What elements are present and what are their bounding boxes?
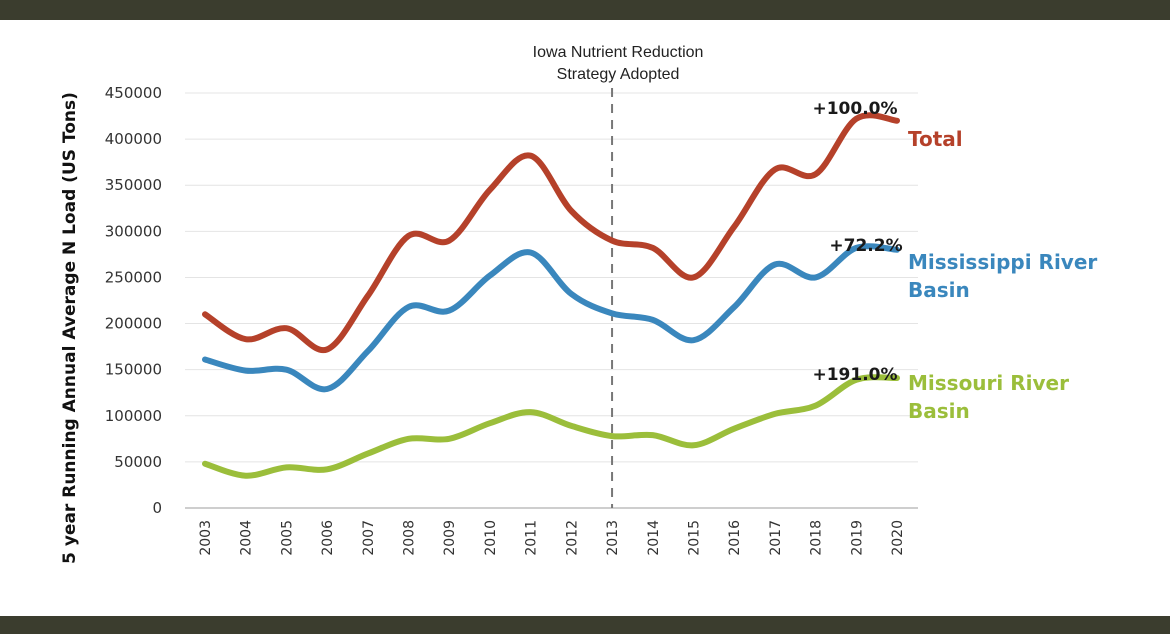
change-label-total: +100.0%	[812, 99, 897, 119]
x-tick-label: 2006	[320, 520, 336, 556]
y-tick-label: 100000	[105, 407, 162, 425]
y-axis-ticks: 0 50000 100000 150000 200000 250000 300000 3500…	[105, 84, 162, 517]
x-tick-label: 2019	[849, 520, 865, 556]
series-name-missouri-river-basin: Basin	[908, 399, 970, 423]
y-tick-label: 200000	[105, 315, 162, 333]
x-tick-label: 2009	[442, 520, 458, 556]
y-tick-label: 400000	[105, 130, 162, 148]
x-tick-label: 2013	[605, 520, 621, 556]
strategy-marker: Iowa Nutrient Reduction Strategy Adopted	[533, 44, 704, 508]
series-name-mississippi-river-basin: Mississippi River	[908, 250, 1097, 274]
series-line-mississippi-river-basin	[202, 243, 900, 393]
change-label-missouri-river-basin: +191.0%	[812, 365, 897, 385]
x-axis-ticks: 2003 2004 2005 2006 2007 2008 2009 2010 2011 2012…	[198, 520, 906, 556]
series-line-missouri-river-basin	[202, 374, 900, 479]
series-name-total: Total	[908, 127, 963, 151]
y-tick-label: 0	[152, 499, 162, 517]
strategy-annotation-text: Iowa Nutrient Reduction	[533, 44, 704, 61]
x-tick-label: 2018	[809, 520, 825, 556]
x-tick-label: 2010	[483, 520, 499, 556]
x-tick-label: 2011	[524, 520, 540, 556]
y-axis-label: 5 year Running Annual Average N Load (US…	[60, 92, 80, 564]
y-tick-label: 350000	[105, 176, 162, 194]
y-tick-label: 50000	[114, 453, 162, 471]
x-tick-label: 2005	[279, 520, 295, 556]
x-tick-label: 2007	[361, 520, 377, 556]
series-line-total	[202, 112, 900, 354]
series-name-mississippi-river-basin: Basin	[908, 278, 970, 302]
x-tick-label: 2017	[768, 520, 784, 556]
y-tick-label: 250000	[105, 268, 162, 286]
x-tick-label: 2008	[402, 520, 418, 556]
x-tick-label: 2016	[727, 520, 743, 556]
x-tick-label: 2015	[686, 520, 702, 556]
series-name-missouri-river-basin: Missouri River	[908, 371, 1069, 395]
strategy-annotation-text: Strategy Adopted	[557, 66, 680, 83]
x-tick-label: 2003	[198, 520, 214, 556]
series-lines	[202, 112, 900, 479]
line-chart: 0 50000 100000 150000 200000 250000 300000 3500…	[60, 44, 1097, 564]
x-tick-label: 2012	[564, 520, 580, 556]
chart-frame: 0 50000 100000 150000 200000 250000 300000 3500…	[0, 20, 1170, 616]
x-tick-label: 2020	[890, 520, 906, 556]
gridlines	[185, 92, 918, 509]
y-tick-label: 150000	[105, 361, 162, 379]
x-tick-label: 2014	[646, 520, 662, 556]
change-label-mississippi-river-basin: +72.2%	[829, 236, 902, 256]
y-tick-label: 300000	[105, 222, 162, 240]
x-tick-label: 2004	[239, 520, 255, 556]
series-labels: +100.0% Total +72.2% Mississippi River Basin…	[812, 99, 1097, 423]
y-tick-label: 450000	[105, 84, 162, 102]
